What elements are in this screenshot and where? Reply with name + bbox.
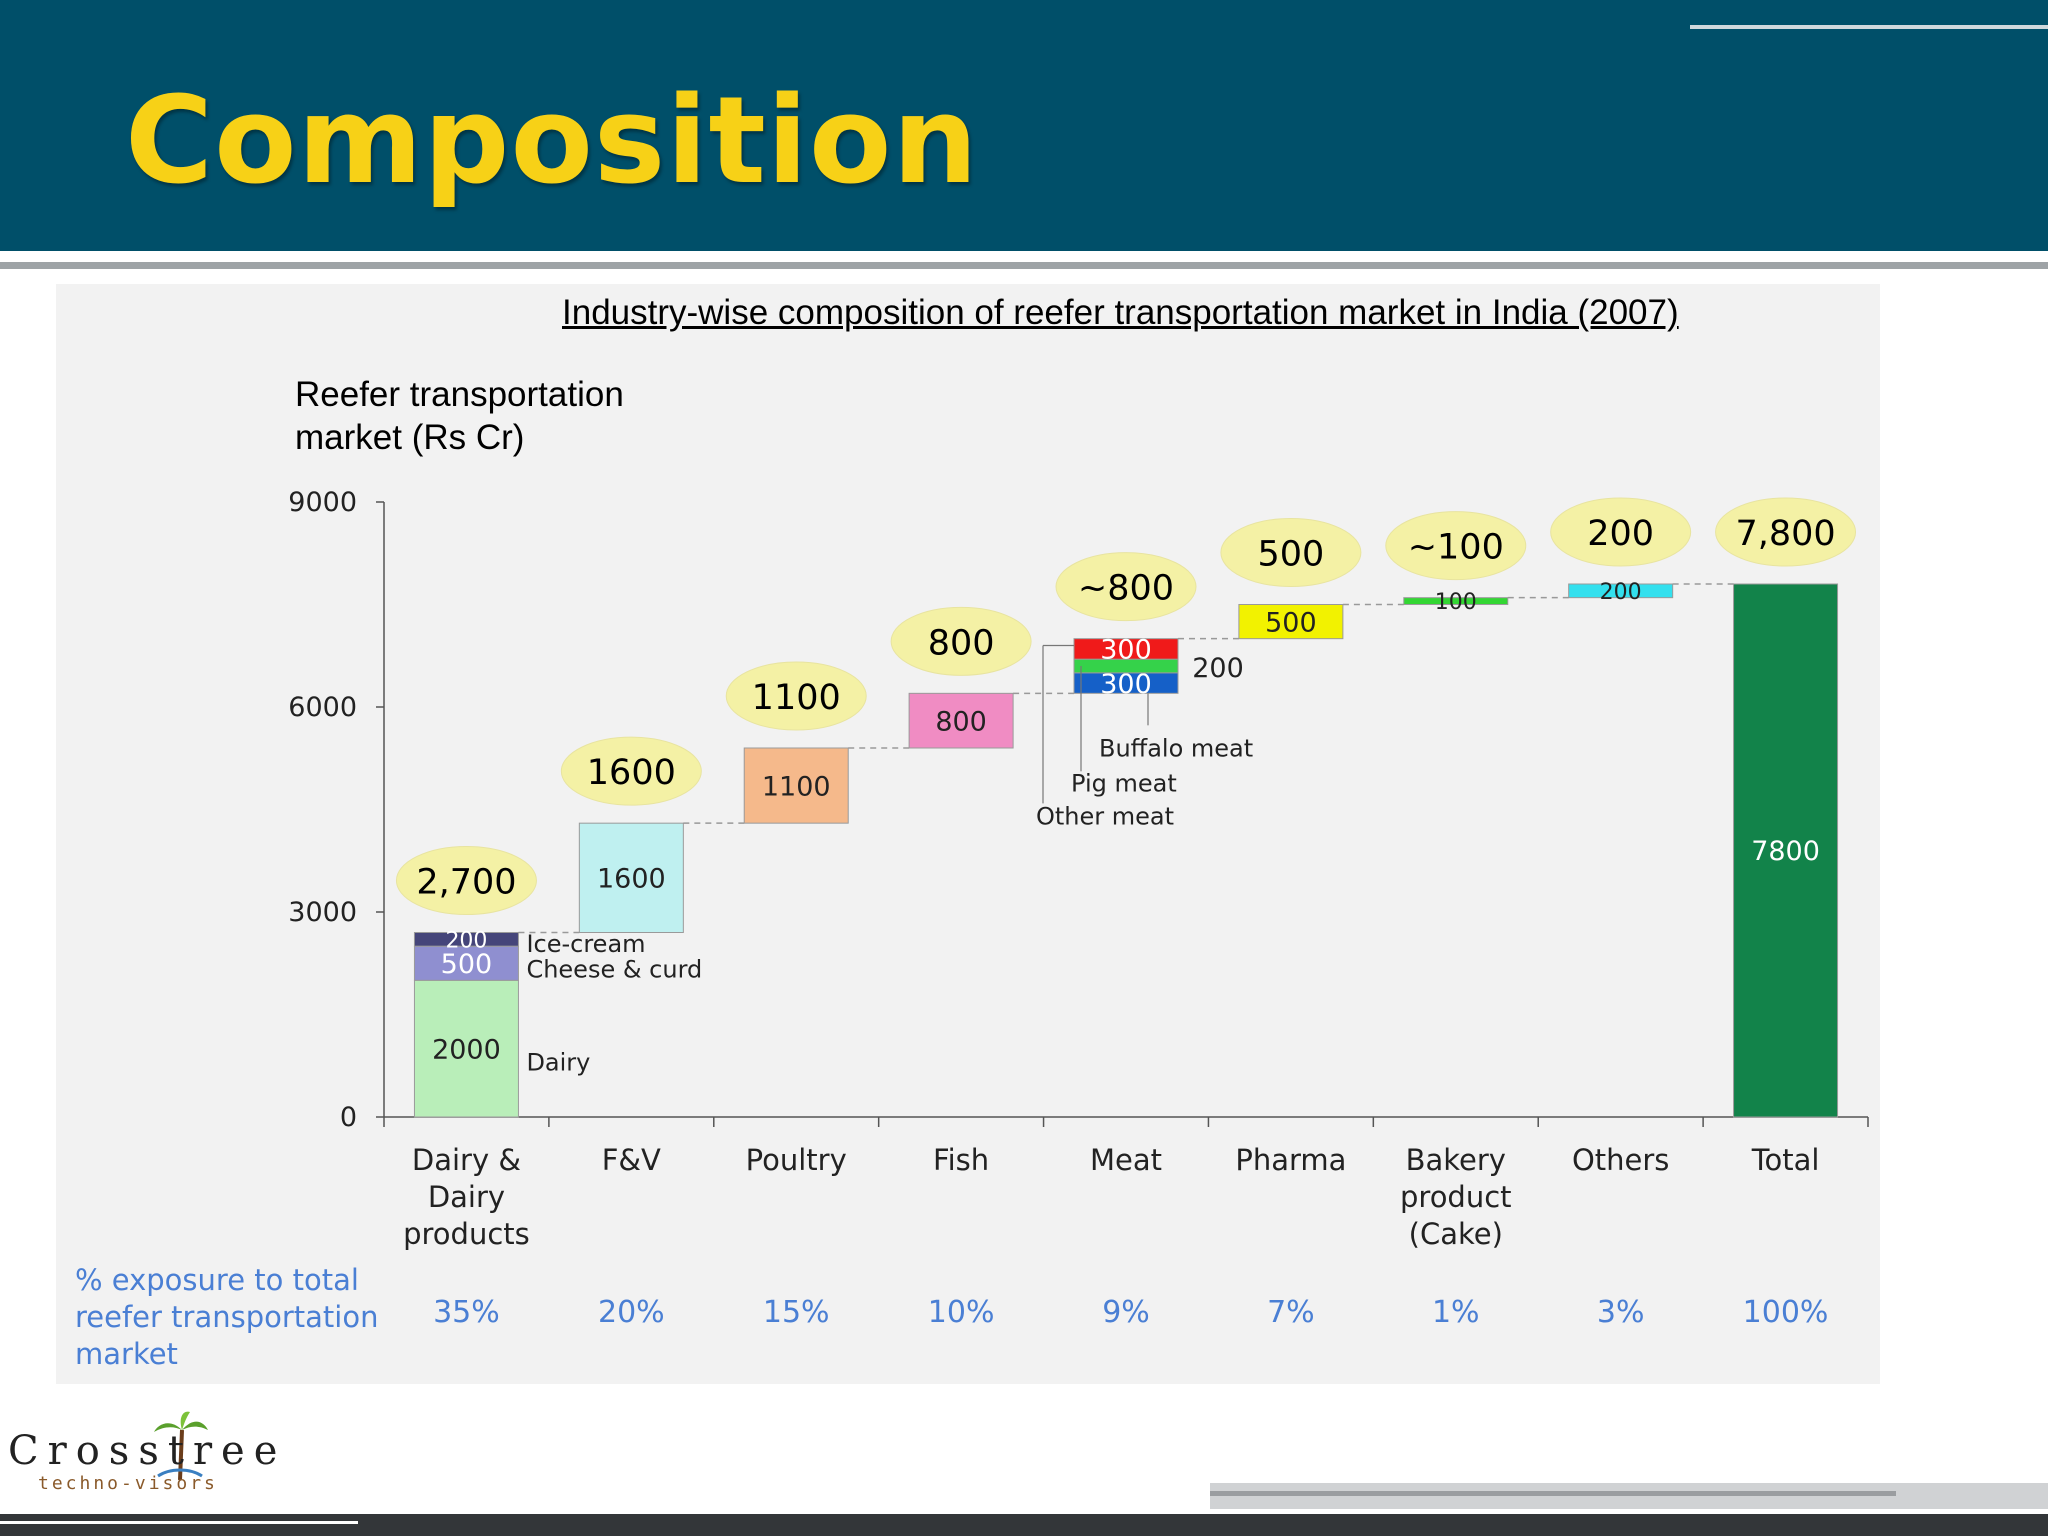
bar-segment [578,822,684,934]
exposure-value: 35% [433,1295,500,1330]
bubble-value: ~100 [1408,528,1504,568]
segment-note: Dairy [526,1049,590,1077]
segment-note: Other meat [1036,802,1174,830]
bar-segment [413,945,519,981]
exposure-value: 3% [1597,1295,1645,1330]
bar-value-label: 1100 [762,771,831,802]
bubble-value: ~800 [1078,569,1174,609]
bubble-callout [1385,511,1527,581]
bubble-callout [1055,552,1197,622]
bubble-callout [1220,518,1362,587]
exposure-value: 9% [1102,1295,1150,1330]
footer-light-bar [1210,1483,2048,1509]
bar-segment [908,692,1014,749]
bubble-value: 200 [1587,514,1654,554]
bar-value-label: 500 [441,949,493,980]
x-category-label: F&V [602,1143,661,1177]
palm-tree-icon [154,1411,208,1480]
footer-white-line [0,1521,358,1524]
exposure-value: 100% [1743,1295,1829,1330]
bubble-value: 1100 [752,678,841,718]
segment-note: Cheese & curd [526,955,702,983]
y-tick-label: 3000 [288,897,357,928]
segment-note: Pig meat [1071,769,1177,797]
bar-segment [413,932,519,947]
bubble-callout [1715,497,1857,567]
bubble-value: 7,800 [1735,514,1835,554]
x-category-label: Meat [1090,1143,1162,1177]
bar-value-label: 2000 [432,1034,501,1065]
bar-segment [1568,583,1674,599]
header-accent-line [1690,25,2048,29]
bar-segment [1403,597,1509,606]
bubble-callout [1550,497,1692,567]
exposure-value: 15% [763,1295,830,1330]
bar-value-label: 500 [1265,607,1317,638]
crosstree-logo: Crosstree techno-visors [8,1410,288,1505]
bar-value-label: 1600 [597,864,666,895]
bar-value-label: 100 [1435,590,1477,615]
x-category-label: Others [1572,1143,1669,1177]
bar-segment [1238,604,1344,640]
bubble-value: 800 [928,623,995,663]
x-category-label: Bakery [1406,1143,1506,1177]
header-rule [0,262,2048,269]
x-category-label: Fish [933,1143,989,1177]
bubble-callout [890,606,1032,676]
bar-segment [1733,583,1839,1118]
exposure-row-label: % exposure to total reefer transportatio… [75,1263,379,1371]
bar-value-label: 800 [935,706,987,737]
exposure-value: 20% [598,1295,665,1330]
segment-note: Buffalo meat [1099,734,1253,762]
bar-segment [743,747,849,824]
x-category-label: Poultry [746,1143,847,1177]
bar-segment [413,979,519,1118]
slide-header [0,0,2048,251]
bar-value-label: 200 [1600,580,1642,605]
footer-stripe [1210,1491,1896,1496]
y-tick-label: 0 [340,1102,357,1133]
slide-title: Composition [125,72,979,211]
exposure-value: 7% [1267,1295,1315,1330]
y-axis-title: Reefer transportation market (Rs Cr) [295,375,624,457]
segment-note: Ice-cream [526,930,645,958]
exposure-value: 10% [928,1295,995,1330]
x-category-label: products [403,1217,530,1251]
exposure-value: 1% [1432,1295,1480,1330]
bubble-callout [560,736,702,806]
bar-value-label: 7800 [1751,836,1820,867]
footer-bar [0,1514,2048,1536]
x-category-label: Dairy & [412,1143,521,1177]
x-category-label: Total [1751,1143,1820,1177]
bar-value-label: 300 [1100,635,1152,666]
bubble-value: 2,700 [416,863,516,903]
bar-segment [1073,638,1179,660]
logo-tagline: techno-visors [38,1473,218,1494]
bar-value-label: 200 [1192,653,1244,684]
logo-wordmark: Crosstree [8,1428,287,1474]
x-category-label: Pharma [1235,1143,1346,1177]
x-category-label: (Cake) [1409,1217,1503,1251]
y-tick-label: 6000 [288,692,357,723]
y-tick-label: 9000 [288,487,357,518]
bubble-value: 500 [1257,535,1324,575]
chart-panel [56,284,1880,1384]
bubble-value: 1600 [587,753,676,793]
bubble-callout [725,661,867,731]
bar-value-label: 200 [445,928,487,953]
x-category-label: Dairy [428,1180,505,1214]
x-category-label: product [1400,1180,1512,1214]
chart-title: Industry-wise composition of reefer tran… [562,293,1679,332]
bar-value-label: 300 [1100,669,1152,700]
bubble-callout [395,846,537,915]
